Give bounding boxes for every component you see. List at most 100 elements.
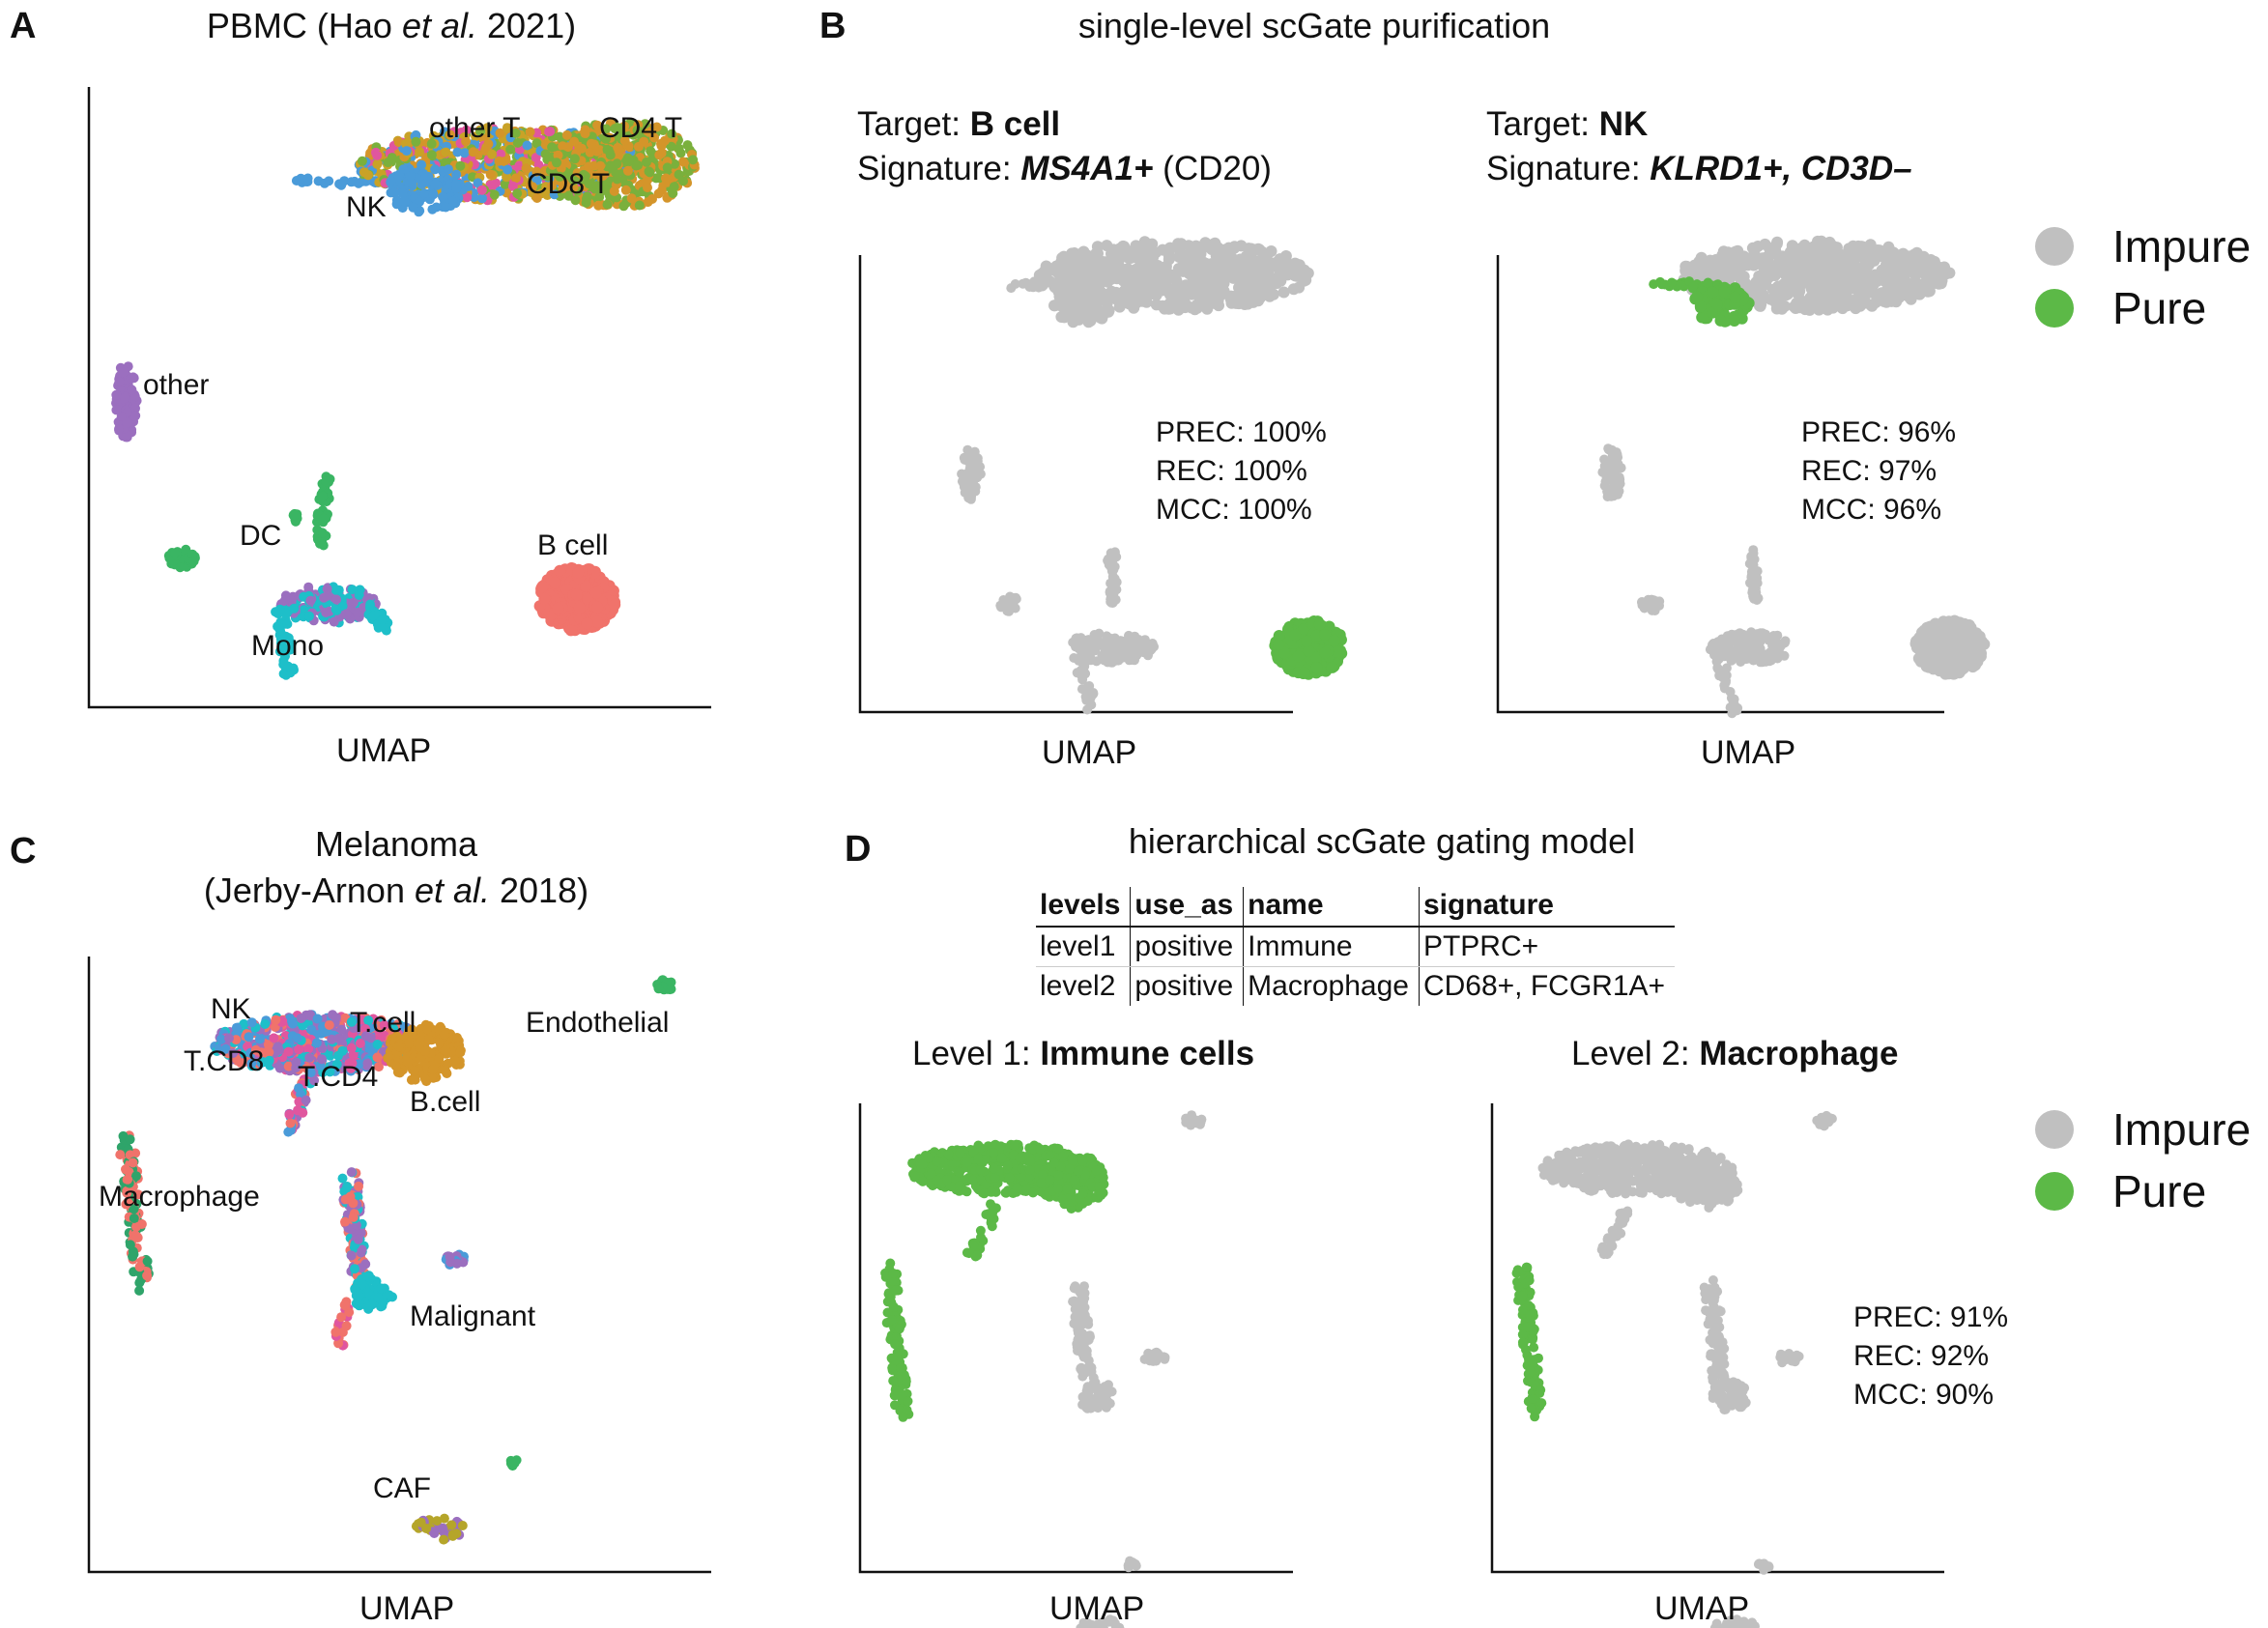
- cell-point: [1915, 251, 1928, 264]
- cell-point: [670, 160, 680, 171]
- cell-point: [588, 608, 600, 620]
- cell-point: [965, 461, 976, 471]
- cell-point: [1702, 279, 1714, 292]
- cell-point: [304, 609, 315, 619]
- cell-point: [1900, 267, 1912, 279]
- cell-point: [1054, 286, 1067, 299]
- cell-point: [312, 1014, 323, 1024]
- cell-point: [1846, 259, 1858, 271]
- cell-point: [1718, 635, 1729, 645]
- cell-point: [594, 145, 605, 156]
- cell-point: [1711, 306, 1724, 318]
- cell-point: [447, 168, 457, 179]
- cell-point: [1321, 641, 1334, 653]
- cell-point: [1297, 663, 1309, 675]
- cell-point: [563, 595, 576, 608]
- cell-point: [557, 602, 569, 614]
- cell-point: [388, 181, 398, 191]
- cell-point: [636, 200, 646, 211]
- cell-point: [1243, 293, 1255, 305]
- cell-point: [321, 596, 331, 607]
- cell-point: [318, 540, 329, 551]
- cell-point: [1926, 638, 1938, 650]
- cell-point: [549, 577, 561, 589]
- cell-point: [1049, 264, 1061, 275]
- cell-point: [1232, 258, 1245, 271]
- cell-point: [1911, 636, 1924, 648]
- cell-point: [1293, 627, 1306, 640]
- cell-point: [1754, 300, 1766, 312]
- cell-point: [1276, 655, 1288, 668]
- cell-point: [285, 1048, 296, 1059]
- cell-point: [1724, 299, 1737, 310]
- cell-point: [1152, 260, 1164, 271]
- cell-point: [1804, 257, 1816, 270]
- cell-point: [576, 612, 589, 624]
- cell-point: [430, 177, 441, 187]
- cell-point: [119, 423, 129, 434]
- cell-point: [339, 1034, 350, 1043]
- cell-point: [333, 1031, 344, 1042]
- cell-point: [637, 179, 647, 189]
- cell-point: [589, 586, 602, 599]
- cell-point: [1126, 246, 1138, 259]
- cell-point: [1082, 273, 1095, 286]
- cell-point: [654, 173, 664, 184]
- cell-point: [1072, 292, 1084, 303]
- cell-point: [567, 615, 580, 628]
- cell-point: [540, 605, 553, 617]
- cell-point: [1116, 645, 1127, 656]
- cell-point: [237, 1028, 247, 1039]
- cell-point: [1696, 270, 1708, 281]
- cell-point: [1963, 622, 1975, 635]
- cell-point: [584, 614, 596, 626]
- cell-point: [1929, 632, 1941, 644]
- cell-point: [1808, 241, 1821, 253]
- cell-point: [393, 182, 403, 192]
- cell-point: [635, 145, 646, 156]
- cell-point: [1843, 243, 1855, 255]
- cell-point: [1218, 285, 1230, 298]
- cell-point: [645, 194, 654, 205]
- cell-point: [278, 1042, 289, 1053]
- cell-point: [1222, 242, 1235, 254]
- cell-point: [1305, 662, 1317, 674]
- cell-point: [1750, 629, 1761, 640]
- cell-point: [559, 592, 571, 605]
- cell-point: [609, 596, 621, 609]
- cell-point: [585, 586, 597, 598]
- cell-point: [124, 384, 134, 394]
- cluster-label-cd8-t: CD8 T: [527, 168, 611, 200]
- cell-point: [1787, 258, 1799, 271]
- cell-point: [1118, 293, 1131, 305]
- cell-point: [959, 482, 969, 492]
- cell-point: [1765, 248, 1777, 261]
- cell-point: [299, 1051, 309, 1062]
- cell-point: [364, 151, 375, 161]
- cell-point: [434, 185, 445, 195]
- cell-point: [562, 606, 575, 618]
- cell-point: [571, 604, 583, 615]
- cell-point: [1780, 638, 1790, 648]
- cell-point: [1306, 617, 1318, 629]
- cell-point: [215, 1032, 225, 1042]
- cell-point: [1819, 269, 1831, 281]
- cell-point: [1289, 629, 1302, 642]
- cell-point: [1244, 285, 1256, 298]
- cell-point: [1147, 640, 1158, 650]
- cell-point: [372, 159, 383, 169]
- cell-point: [1836, 291, 1849, 303]
- cell-point: [1328, 653, 1340, 666]
- cell-point: [1934, 665, 1946, 677]
- cell-point: [1712, 293, 1725, 305]
- cell-point: [1729, 700, 1739, 711]
- cell-point: [427, 204, 438, 214]
- cell-point: [576, 612, 589, 624]
- cell-point: [1068, 265, 1080, 277]
- cell-point: [1728, 310, 1740, 323]
- cell-point: [1118, 247, 1131, 260]
- cell-point: [1870, 297, 1882, 308]
- cell-point: [260, 1025, 271, 1036]
- cell-point: [603, 152, 614, 162]
- cell-point: [1929, 652, 1941, 664]
